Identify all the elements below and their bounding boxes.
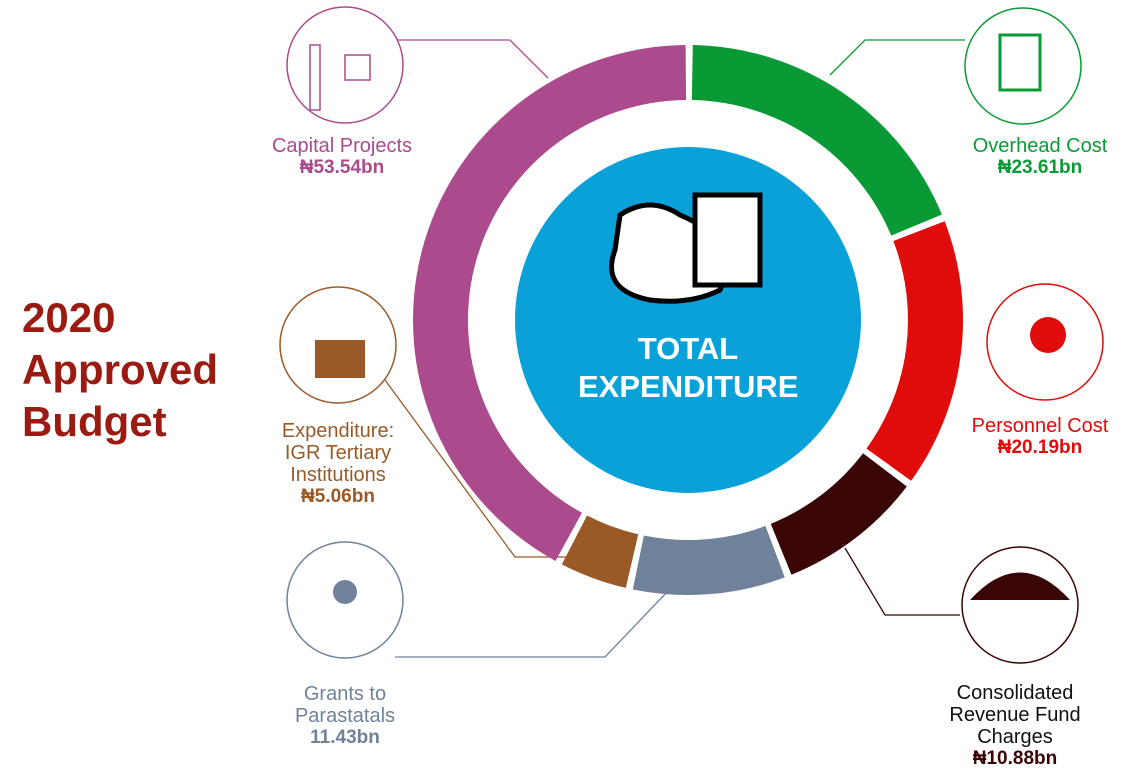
category-name: Personnel Cost <box>971 415 1109 437</box>
segment <box>866 221 964 481</box>
category-name: Overhead Cost <box>972 135 1108 157</box>
category-name: Capital Projects <box>271 135 413 157</box>
icons <box>279 6 1104 664</box>
icon <box>998 33 1042 92</box>
icon <box>344 54 371 81</box>
label: Grants to Parastatals 11.43bn <box>285 683 405 749</box>
segment <box>691 45 942 236</box>
ring <box>413 45 964 595</box>
category-name: Grants to Parastatals <box>294 683 396 727</box>
connector <box>395 567 691 658</box>
segment <box>561 515 639 588</box>
label: Consolidated Revenue Fund Charges ₦10.88b… <box>920 682 1110 770</box>
connector <box>395 39 549 79</box>
value-label: ₦53.54bn <box>299 157 385 178</box>
connector <box>829 39 965 76</box>
label: Capital Projects ₦53.54bn <box>242 135 442 179</box>
icon <box>1030 317 1066 353</box>
category-name: Expenditure: IGR Tertiary Institutions <box>281 420 395 486</box>
value-label: ₦23.61bn <box>997 157 1083 178</box>
label: Personnel Cost ₦20.19bn <box>940 415 1140 459</box>
segment <box>770 453 907 575</box>
icon <box>970 572 1070 600</box>
label: Overhead Cost ₦23.61bn <box>940 135 1140 179</box>
center-disc <box>515 147 861 493</box>
icon-circle <box>964 7 1082 125</box>
connector <box>844 547 960 616</box>
value-label: ₦10.88bn <box>972 748 1058 769</box>
label: Expenditure: IGR Tertiary Institutions ₦5… <box>278 420 398 508</box>
value-label: 11.43bn <box>310 727 380 748</box>
segment <box>632 525 785 595</box>
title: 2020 Approved Budget <box>22 294 219 445</box>
value-label: ₦20.19bn <box>997 437 1083 458</box>
icon <box>309 44 321 111</box>
category-name: Consolidated Revenue Fund Charges <box>949 682 1081 748</box>
value-label: ₦5.06bn <box>301 486 375 507</box>
icon-circle <box>961 546 1079 664</box>
icon <box>315 340 365 378</box>
document-icon <box>692 192 763 288</box>
icon <box>333 580 357 604</box>
segment <box>413 45 687 561</box>
center-label: TOTAL EXPENDITURE <box>578 331 799 404</box>
